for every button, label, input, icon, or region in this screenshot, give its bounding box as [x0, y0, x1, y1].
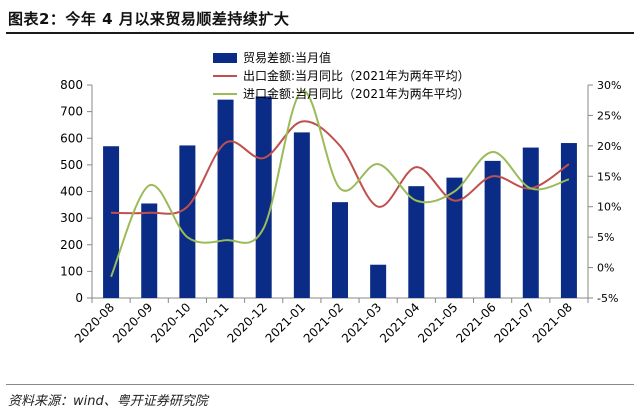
left-tick-label: 600	[60, 131, 83, 145]
bar	[255, 96, 272, 298]
line-layer	[110, 90, 570, 278]
right-tick-label: -5%	[597, 292, 618, 305]
legend-label-balance: 贸易差额:当月值	[243, 50, 331, 65]
export-yoy-line	[111, 120, 570, 215]
bar	[408, 186, 425, 298]
title-divider	[6, 32, 634, 34]
x-tick-label: 2021-06	[453, 300, 498, 345]
x-tick-label: 2021-03	[339, 300, 384, 345]
right-tick-label: 0%	[597, 262, 614, 275]
bar	[179, 145, 196, 298]
bar	[332, 202, 348, 298]
x-tick-label: 2020-12	[224, 300, 269, 345]
bar	[370, 264, 387, 298]
import-yoy-line	[110, 90, 570, 278]
left-tick-label: 100	[60, 264, 83, 278]
left-tick-label: 0	[75, 291, 83, 305]
bar	[560, 143, 577, 298]
right-tick-label: 10%	[597, 201, 621, 214]
legend-label-export: 出口金额:当月同比（2021年为两年平均）	[243, 68, 470, 83]
left-tick-label: 500	[60, 158, 83, 172]
right-tick-label: 5%	[597, 231, 614, 244]
legend-label-import: 进口金额:当月同比（2021年为两年平均）	[243, 86, 470, 101]
x-tick-label: 2021-05	[415, 300, 460, 345]
chart: 0 100 200 300 400 500 600 700 800 -5% 0% 5% 10% 15% 20…	[60, 50, 621, 346]
source-divider	[6, 384, 634, 385]
x-tick-label: 2021-08	[530, 300, 575, 345]
right-tick-label: 15%	[597, 170, 621, 183]
x-tick-label: 2021-01	[263, 300, 308, 345]
bar	[446, 177, 463, 298]
bar	[293, 132, 310, 298]
bar	[217, 99, 234, 298]
bar	[522, 147, 539, 298]
x-tick-label: 2021-07	[492, 300, 537, 345]
left-tick-label: 700	[60, 105, 83, 119]
x-tick-label: 2021-02	[301, 300, 346, 345]
right-tick-label: 20%	[597, 140, 621, 153]
x-tick-label: 2020-10	[148, 300, 193, 345]
left-tick-label: 400	[60, 185, 83, 199]
x-tick-label: 2020-11	[186, 300, 231, 345]
bar	[103, 146, 120, 298]
bar	[141, 203, 158, 298]
page-title: 图表2：今年 4 月以来贸易顺差持续扩大	[8, 10, 290, 28]
x-tick-label: 2020-08	[72, 300, 117, 345]
left-tick-label: 800	[60, 78, 83, 92]
x-tick-label: 2021-04	[377, 300, 422, 345]
right-tick-label: 25%	[597, 109, 621, 122]
x-tick-label: 2020-09	[110, 300, 155, 345]
left-tick-label: 300	[60, 211, 83, 225]
legend: 贸易差额:当月值 出口金额:当月同比（2021年为两年平均） 进口金额:当月同比…	[213, 50, 470, 101]
right-tick-label: 30%	[597, 79, 621, 92]
bar	[484, 160, 501, 298]
left-tick-label: 200	[60, 238, 83, 252]
legend-swatch-balance	[213, 53, 237, 63]
bar-layer	[103, 96, 577, 298]
source-note: 资料来源：wind、粤开证券研究院	[8, 394, 208, 409]
